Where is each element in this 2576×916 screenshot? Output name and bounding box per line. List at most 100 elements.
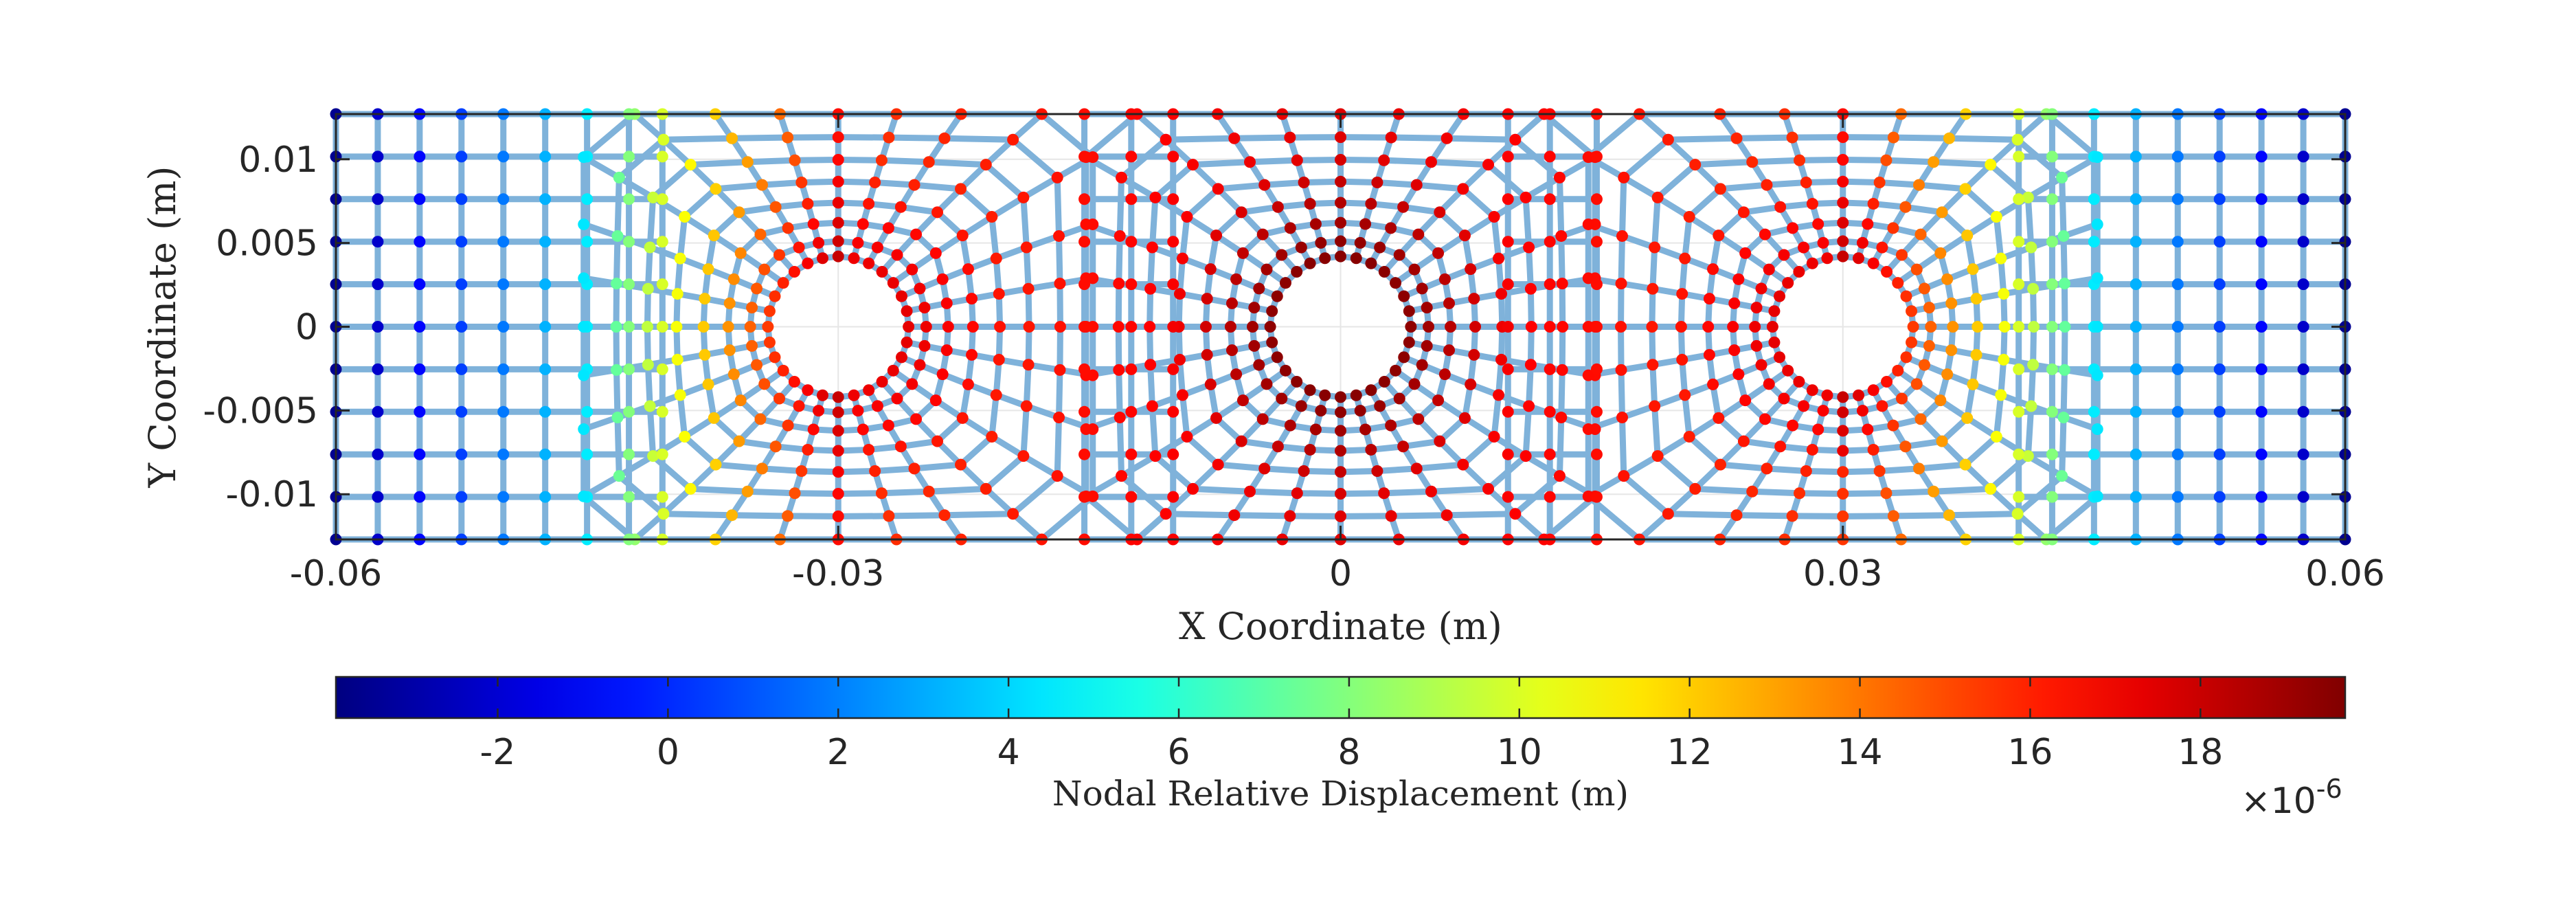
mesh-node [1618,470,1630,482]
mesh-node [1794,487,1806,500]
mesh-node [2013,491,2025,503]
mesh-node [903,321,915,333]
mesh-node [1416,359,1428,371]
mesh-node [1936,435,1948,447]
mesh-node [1739,394,1752,407]
mesh-node [1525,321,1537,333]
mesh-node [671,288,683,300]
mesh-node [918,339,931,352]
mesh-node [1728,297,1741,309]
colorbar-tick-label: 2 [827,732,850,773]
mesh-node [1892,277,1904,289]
mesh-node [1378,154,1390,166]
mesh-node [2046,405,2058,418]
mesh-node [1315,405,1327,417]
mesh-edge [712,461,765,472]
mesh-node [777,364,789,377]
mesh-node [733,435,745,447]
mesh-node [1416,282,1428,295]
mesh-node [2091,151,2103,164]
mesh-edge [2059,414,2067,480]
mesh-node [1544,363,1556,375]
mesh-node [1432,247,1445,259]
mesh-edge [660,485,694,517]
mesh-node [656,150,668,163]
mesh-node [1365,198,1377,210]
mesh-node [1755,359,1767,371]
mesh-node [670,321,683,333]
mesh-node [1523,400,1535,412]
mesh-node [2171,321,2184,333]
mesh-node [1941,273,1954,285]
mesh-node [611,364,623,376]
mesh-node [539,278,552,291]
mesh-edge [1916,461,1969,472]
mesh-node [910,228,923,241]
mesh-node [1524,282,1537,295]
mesh-node [1837,235,1849,247]
mesh-node [1702,321,1715,333]
mesh-edge [1491,214,1502,262]
mesh-node [1298,465,1310,477]
mesh-node [1876,400,1888,412]
mesh-edge [1495,356,1505,399]
mesh-edge [1945,135,2021,143]
mesh-node [832,235,844,247]
mesh-edge [1916,181,1969,192]
mesh-edge [1189,159,1254,168]
mesh-node [1125,193,1138,205]
mesh-node [414,363,426,375]
mesh-node [1519,450,1532,462]
mesh-edge [644,324,651,368]
mesh-node [1304,198,1316,210]
mesh-edge [660,511,736,519]
mesh-node [832,510,844,522]
mesh-node [1230,273,1243,285]
mesh-node [2129,363,2142,375]
mesh-node [1590,448,1603,460]
mesh-node [497,236,510,248]
mesh-node [578,272,590,284]
mesh-edge [1618,366,1625,421]
mesh-node [1359,218,1372,230]
mesh-node [1017,191,1030,203]
mesh-node [1910,378,1923,390]
mesh-node [938,132,951,144]
mesh-node [1350,389,1362,401]
mesh-node [1374,400,1386,412]
mesh-node [1683,430,1695,443]
mesh-node [906,378,918,390]
mesh-node [923,485,935,498]
mesh-node [623,405,635,418]
mesh-node [1125,405,1138,418]
mesh-node [578,151,590,164]
mesh-node [908,462,920,475]
mesh-node [1017,450,1030,462]
mesh-node [1782,277,1794,289]
mesh-node [656,448,668,460]
mesh-node [623,193,635,205]
mesh-node [962,378,974,390]
mesh-node [816,389,828,401]
mesh-edge [1840,490,1890,498]
mesh-node [1295,400,1307,412]
mesh-edge [1664,511,1740,519]
mesh-node [656,236,668,248]
mesh-node [1925,321,1937,333]
mesh-edge [1427,485,1492,495]
mesh-edge [1010,111,1045,143]
mesh-edge [660,136,694,168]
mesh-node [623,278,635,291]
mesh-node [1730,132,1743,144]
mesh-edge [660,135,736,143]
mesh-node [1443,344,1456,357]
mesh-node [891,249,903,261]
mesh-edge [1293,156,1344,164]
mesh-edge [988,392,999,440]
mesh-edge [2059,174,2067,239]
mesh-node [1445,321,1457,333]
mesh-node [2046,236,2058,248]
mesh-node [1970,348,1982,361]
mesh-edge [712,181,765,192]
mesh-node [1618,171,1630,183]
